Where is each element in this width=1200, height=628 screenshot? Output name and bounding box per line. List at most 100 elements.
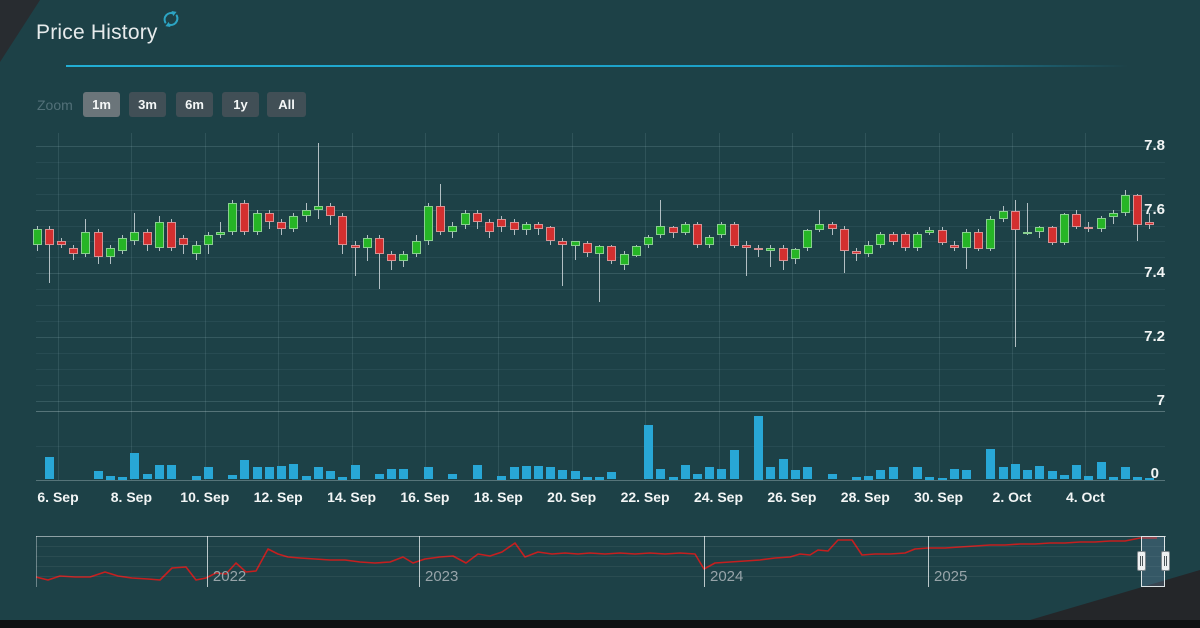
year-tick: [704, 536, 705, 587]
year-tick: [206, 536, 208, 587]
candle: [387, 254, 397, 261]
price-axis-label: 7.4: [1144, 264, 1165, 282]
price-gridline: [36, 353, 1165, 355]
price-gridline: [36, 305, 1165, 307]
pane-separator: [36, 411, 1165, 412]
bottom-bar: [0, 620, 1200, 628]
year-label: 2022: [212, 568, 247, 585]
candle-wick: [966, 228, 967, 269]
candle: [790, 249, 800, 259]
candle: [411, 241, 421, 255]
zoom-button-1m[interactable]: 1m: [83, 92, 120, 117]
candle-wick: [770, 244, 772, 267]
volume-bar: [607, 472, 617, 480]
volume-bar: [326, 470, 335, 480]
candle: [130, 231, 140, 242]
candle: [851, 251, 861, 255]
date-axis-label: 10. Sep: [180, 489, 230, 505]
volume-bar: [533, 465, 543, 480]
candle: [766, 247, 776, 251]
candle: [1010, 211, 1020, 231]
price-gridline: [36, 145, 1165, 147]
candle: [876, 233, 886, 245]
volume-gridline: [36, 446, 1165, 447]
volume-bar: [778, 458, 788, 480]
price-gridline: [36, 400, 1165, 402]
price-gridline: [36, 225, 1165, 227]
date-axis-label: 12. Sep: [253, 489, 303, 505]
date-axis-label: 6. Sep: [37, 489, 79, 505]
volume-bar: [1072, 464, 1081, 480]
volume-bar: [986, 448, 996, 480]
zoom-button-6m[interactable]: 6m: [176, 92, 213, 117]
price-gridline: [36, 273, 1165, 275]
volume-bar: [1108, 476, 1118, 480]
volume-bar: [142, 473, 152, 480]
candle-wick: [758, 244, 760, 258]
candle: [827, 223, 837, 229]
page-title: Price History: [36, 21, 158, 44]
zoom-button-all[interactable]: All: [267, 92, 306, 117]
candle-wick: [1149, 212, 1151, 229]
candle: [277, 222, 287, 229]
volume-bar: [1145, 478, 1155, 480]
candle: [57, 241, 66, 245]
navigator-top-border: [36, 536, 1166, 537]
candle-wick: [599, 244, 601, 302]
volume-bar: [766, 467, 776, 480]
volume-bar: [754, 415, 764, 480]
candle: [644, 236, 653, 245]
zoom-button-1y[interactable]: 1y: [222, 92, 259, 117]
candle-wick: [537, 222, 539, 236]
candle: [399, 254, 409, 261]
volume-bar: [680, 464, 690, 480]
candle-wick: [574, 241, 576, 261]
candle: [374, 238, 384, 255]
candle: [289, 215, 299, 229]
candle: [1145, 222, 1155, 226]
candle: [925, 230, 935, 234]
navigator-gridline: [36, 576, 1166, 577]
corner-decoration-top-left: [0, 0, 40, 62]
volume-bar: [582, 477, 592, 480]
candle: [521, 223, 531, 231]
candle-wick: [48, 225, 50, 283]
navigator-gridline: [36, 546, 1166, 547]
candle: [888, 233, 898, 242]
volume-bar: [301, 475, 311, 480]
volume-bar: [1023, 469, 1033, 480]
date-gridline: [351, 133, 353, 480]
candle: [937, 230, 947, 244]
year-tick: [928, 536, 929, 587]
candle: [228, 203, 238, 232]
candle: [595, 246, 605, 255]
candle: [986, 219, 996, 250]
candle: [717, 223, 727, 236]
title-divider: [66, 65, 1150, 67]
candle: [900, 233, 910, 248]
candle: [338, 215, 348, 245]
volume-bar: [228, 474, 238, 480]
candle: [240, 203, 250, 232]
volume-bar: [595, 477, 605, 480]
volume-bar: [864, 475, 874, 480]
candle: [1023, 231, 1033, 234]
volume-bar: [118, 476, 128, 480]
candle: [301, 209, 311, 216]
date-axis-label: 18. Sep: [473, 489, 523, 505]
candle: [1133, 195, 1143, 226]
candle: [105, 247, 115, 258]
candle: [803, 230, 812, 248]
candle: [998, 211, 1008, 220]
date-axis-label: 14. Sep: [327, 489, 377, 505]
volume-axis-zero-label: 0: [1150, 464, 1159, 482]
volume-bar: [338, 477, 348, 480]
date-gridline: [938, 133, 940, 480]
zoom-button-3m[interactable]: 3m: [129, 92, 166, 117]
candle: [497, 219, 507, 228]
candle: [546, 227, 556, 242]
navigator-handle-right[interactable]: [1160, 551, 1170, 571]
candle-wick: [134, 212, 136, 245]
candle: [509, 222, 519, 231]
navigator-handle-left[interactable]: [1136, 551, 1146, 571]
